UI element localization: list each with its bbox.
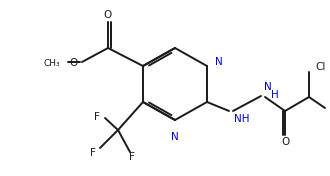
Text: F: F xyxy=(129,152,135,162)
Text: O: O xyxy=(104,10,112,20)
Text: N: N xyxy=(171,132,179,142)
Text: F: F xyxy=(90,148,96,158)
Text: F: F xyxy=(94,112,100,122)
Text: NH: NH xyxy=(234,114,249,124)
Text: O: O xyxy=(70,58,78,68)
Text: H: H xyxy=(271,90,279,100)
Text: N: N xyxy=(264,82,272,92)
Text: Cl: Cl xyxy=(315,62,325,72)
Text: O: O xyxy=(281,137,289,147)
Text: CH₃: CH₃ xyxy=(43,59,60,68)
Text: N: N xyxy=(215,57,223,67)
